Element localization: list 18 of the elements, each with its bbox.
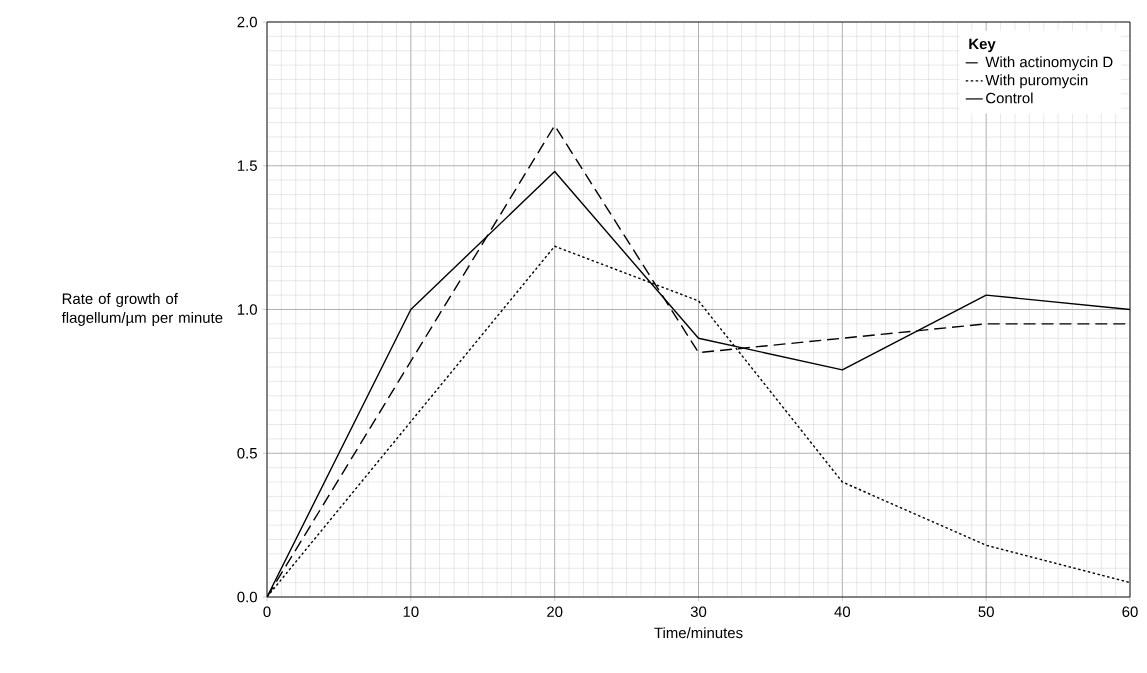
x-tick-label: 0	[263, 606, 271, 618]
y-axis-title: Rate of growth of flagellum/µm per minute	[61, 293, 223, 326]
y-tick-label: 1.0	[237, 304, 257, 315]
x-axis-title: Time/minutes	[654, 627, 743, 639]
y-tick-label: 0.5	[237, 447, 257, 459]
y-tick-label: 1.5	[237, 160, 257, 171]
legend-label: With actinomycin D	[985, 56, 1113, 71]
legend-label: Control	[986, 92, 1033, 104]
y-tick-label: 2.0	[237, 16, 257, 28]
legend-title: Key	[969, 38, 996, 53]
x-tick-label: 10	[403, 606, 419, 618]
legend-label: With puromycin	[985, 74, 1088, 89]
x-tick-label: 50	[978, 606, 994, 618]
x-tick-label: 20	[547, 606, 563, 618]
x-tick-label: 40	[834, 606, 851, 618]
x-tick-label: 60	[1122, 606, 1138, 618]
x-tick-label: 30	[690, 606, 707, 618]
y-tick-label: 0.0	[237, 591, 257, 603]
